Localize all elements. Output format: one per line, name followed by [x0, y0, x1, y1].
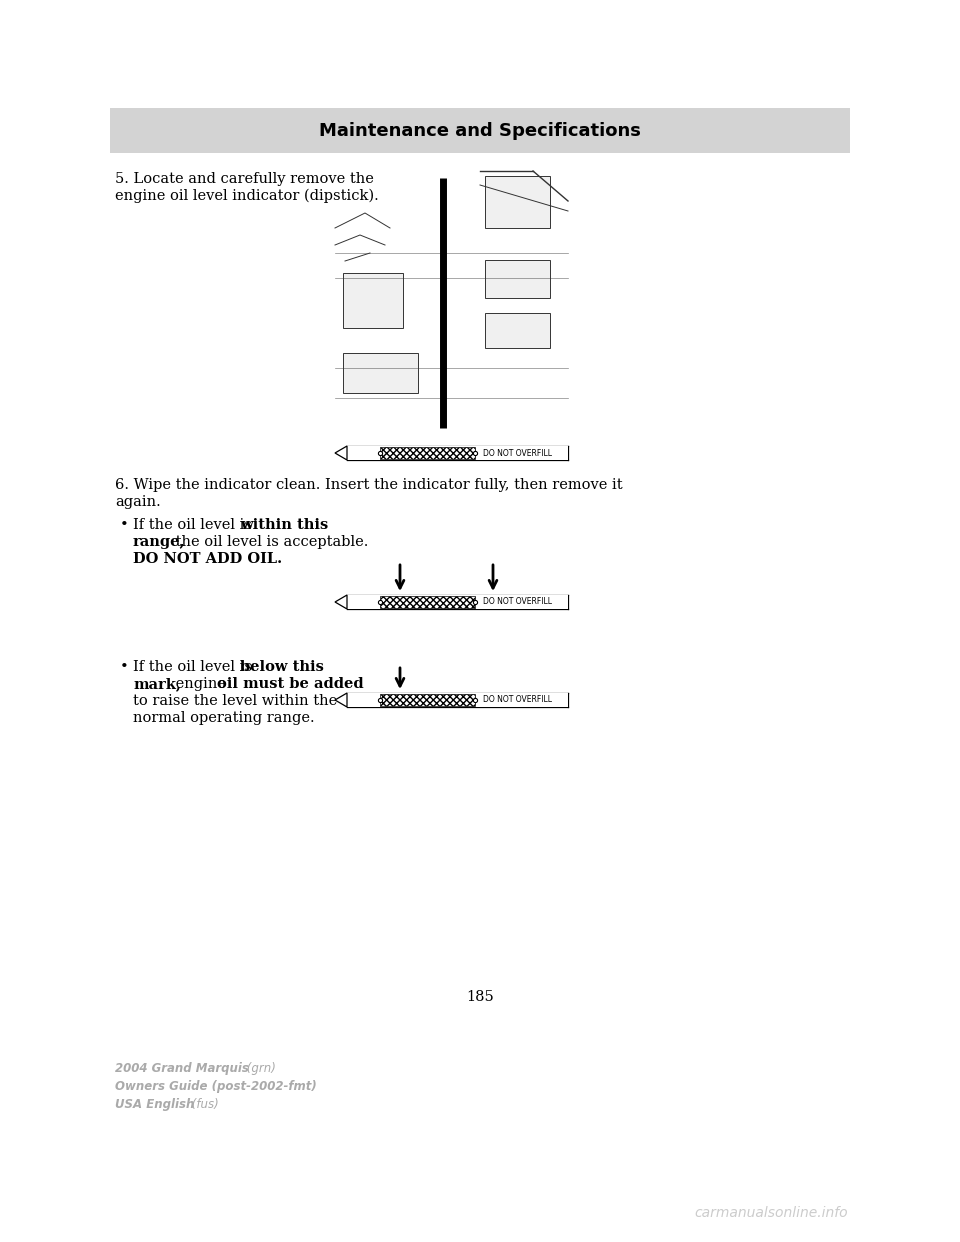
Text: 2004 Grand Marquis: 2004 Grand Marquis: [115, 1062, 249, 1076]
Text: DO NOT OVERFILL: DO NOT OVERFILL: [483, 696, 552, 704]
Text: •: •: [120, 660, 129, 674]
Bar: [347, 446, 568, 460]
Text: 6. Wipe the indicator clean. Insert the indicator fully, then remove it: 6. Wipe the indicator clean. Insert the …: [115, 478, 623, 492]
Polygon shape: [335, 693, 347, 707]
Text: engine oil level indicator (dipstick).: engine oil level indicator (dipstick).: [115, 189, 379, 204]
Text: (fus): (fus): [188, 1098, 219, 1112]
Text: carmanualsonline.info: carmanualsonline.info: [694, 1206, 848, 1220]
Bar: [485, 313, 550, 348]
Text: If the oil level is: If the oil level is: [133, 660, 256, 674]
Text: (grn): (grn): [243, 1062, 276, 1076]
Bar: [380, 694, 475, 705]
Bar: [110, 108, 850, 153]
Text: DO NOT OVERFILL: DO NOT OVERFILL: [483, 597, 552, 606]
Bar: [347, 595, 568, 609]
Text: USA English: USA English: [115, 1098, 194, 1112]
Bar: [343, 273, 403, 328]
Bar: [343, 353, 418, 392]
Bar: [347, 693, 568, 707]
Bar: [485, 260, 550, 298]
Text: normal operating range.: normal operating range.: [133, 710, 315, 725]
Text: the oil level is acceptable.: the oil level is acceptable.: [171, 535, 369, 549]
Text: •: •: [120, 518, 129, 532]
Text: 5. Locate and carefully remove the: 5. Locate and carefully remove the: [115, 171, 373, 186]
Text: mark,: mark,: [133, 677, 180, 691]
Polygon shape: [335, 595, 347, 609]
Text: to raise the level within the: to raise the level within the: [133, 694, 337, 708]
Text: range,: range,: [133, 535, 185, 549]
Text: again.: again.: [115, 496, 160, 509]
Text: Owners Guide (post-2002-fmt): Owners Guide (post-2002-fmt): [115, 1081, 317, 1093]
Text: engine: engine: [171, 677, 230, 691]
Text: DO NOT OVERFILL: DO NOT OVERFILL: [483, 448, 552, 457]
Text: oil must be added: oil must be added: [217, 677, 364, 691]
Text: DO NOT ADD OIL.: DO NOT ADD OIL.: [133, 551, 282, 566]
Text: If the oil level is: If the oil level is: [133, 518, 256, 532]
Bar: [380, 596, 475, 609]
Text: within this: within this: [240, 518, 328, 532]
Bar: [335, 163, 568, 445]
Text: 185: 185: [467, 990, 493, 1004]
Bar: [380, 447, 475, 460]
Text: below this: below this: [240, 660, 324, 674]
Polygon shape: [335, 446, 347, 460]
Bar: [485, 176, 550, 229]
Text: Maintenance and Specifications: Maintenance and Specifications: [319, 122, 641, 139]
